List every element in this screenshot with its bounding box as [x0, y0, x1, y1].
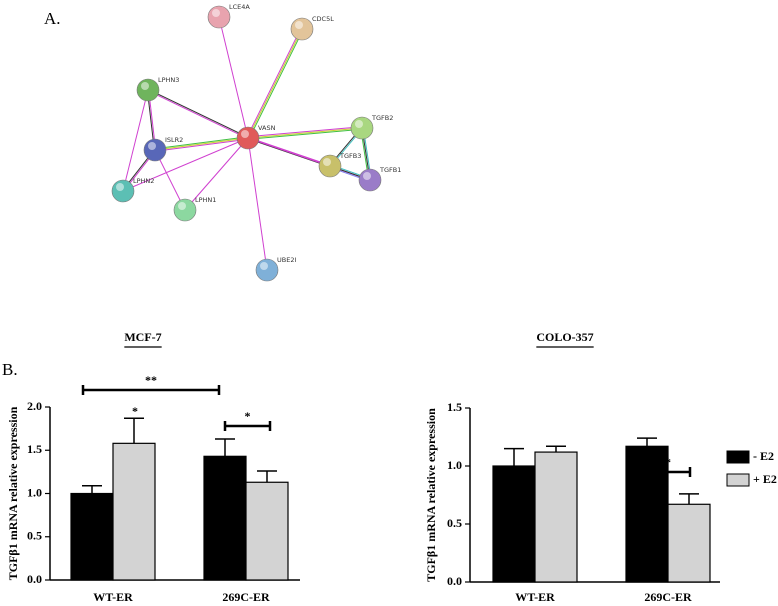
bar	[625, 445, 669, 583]
x-tick-label: WT-ER	[515, 590, 555, 604]
y-tick-label: 2.0	[27, 399, 42, 413]
node-highlight	[323, 158, 331, 166]
bar	[70, 492, 114, 581]
edge	[154, 137, 249, 151]
edge	[147, 90, 248, 140]
node-highlight	[355, 120, 363, 128]
y-axis-label: TGFβ1 mRNA relative expression	[424, 408, 438, 582]
y-tick-label: 1.5	[27, 442, 42, 456]
node	[290, 17, 314, 41]
y-tick-label: 1.5	[447, 400, 462, 414]
y-tick-label: 0.5	[27, 529, 42, 543]
edge	[122, 89, 149, 192]
edge	[247, 126, 362, 138]
significance-bracket	[81, 385, 221, 395]
x-tick-label: 269C-ER	[644, 590, 692, 604]
y-tick-label: 0.0	[447, 574, 462, 588]
node-highlight	[148, 142, 156, 150]
bar	[245, 481, 289, 581]
significance-bracket	[638, 467, 692, 477]
y-axis-label: TGFβ1 mRNA relative expression	[6, 406, 20, 580]
error-bar	[546, 445, 566, 453]
node-label: VASN	[258, 124, 276, 132]
significance-label: **	[659, 455, 671, 469]
x-tick-label: WT-ER	[93, 590, 133, 604]
charts: MCF-7 TGFβ1 mRNA relative expression 0.0 0.…	[6, 330, 777, 604]
error-bar	[124, 417, 144, 444]
node-highlight	[116, 183, 124, 191]
edge	[248, 128, 363, 140]
y-tick-label: 0.5	[447, 516, 462, 530]
edge	[247, 28, 303, 139]
error-bar	[637, 437, 657, 447]
panel-label: B.	[2, 360, 18, 379]
node	[350, 116, 374, 140]
legend-swatch	[726, 473, 750, 487]
y-tick-label: 1.0	[447, 458, 462, 472]
node-label: LPHN1	[195, 196, 216, 204]
error-bar	[257, 470, 277, 483]
edge	[247, 127, 363, 139]
node	[111, 179, 135, 203]
y-tick-label: 1.0	[27, 485, 42, 499]
node-highlight	[363, 172, 371, 180]
chart-title: COLO-357	[536, 330, 593, 344]
node-highlight	[212, 9, 220, 17]
x-tick-label: 269C-ER	[222, 590, 270, 604]
node	[136, 78, 160, 102]
error-bar	[504, 447, 524, 466]
edge	[148, 88, 249, 138]
significance-label: *	[245, 409, 251, 423]
significance-label: **	[145, 373, 157, 387]
edge	[248, 29, 304, 139]
bar	[492, 465, 536, 583]
node-highlight	[295, 21, 303, 29]
node-highlight	[241, 130, 249, 138]
node-label: TGFB3	[339, 152, 361, 160]
node-highlight	[141, 82, 149, 90]
network: LCE4A CDC5L LPHN3 VASN ISLR2 TGFB2 TGFB3 TGFB1 L…	[111, 3, 401, 282]
edge	[122, 137, 249, 192]
bar	[203, 455, 247, 581]
bar	[112, 442, 156, 581]
node	[143, 138, 167, 162]
node	[358, 168, 382, 192]
edge	[246, 28, 302, 138]
bar	[667, 503, 711, 583]
node	[207, 5, 231, 29]
error-bar	[82, 484, 102, 494]
edge	[155, 138, 249, 152]
legend-label: + E2	[753, 472, 777, 486]
node-label: LPHN2	[133, 177, 154, 185]
legend-swatch	[726, 450, 750, 464]
node-label: LPHN3	[158, 76, 179, 84]
node-label: UBE2I	[277, 256, 296, 264]
edge	[154, 136, 248, 150]
node	[318, 154, 342, 178]
node	[255, 258, 279, 282]
node-label: TGFB2	[371, 114, 393, 122]
edge	[247, 137, 268, 271]
legend-label: - E2	[753, 449, 774, 463]
edge	[184, 137, 249, 211]
y-tick-label: 0.0	[27, 572, 42, 586]
node	[236, 126, 260, 150]
chart-title: MCF-7	[124, 330, 161, 344]
panel-label: A.	[44, 9, 61, 28]
error-bar	[679, 493, 699, 505]
node-label: CDC5L	[312, 15, 334, 23]
bar	[534, 451, 578, 583]
node-label: LCE4A	[229, 3, 250, 11]
edge	[218, 16, 249, 139]
node	[173, 198, 197, 222]
significance-label: *	[132, 404, 138, 418]
node-highlight	[260, 262, 268, 270]
error-bar	[215, 438, 235, 457]
edge	[248, 136, 331, 166]
significance-bracket	[223, 421, 272, 431]
node-label: ISLR2	[165, 136, 183, 144]
node-label: TGFB1	[379, 166, 401, 174]
node-highlight	[178, 202, 186, 210]
